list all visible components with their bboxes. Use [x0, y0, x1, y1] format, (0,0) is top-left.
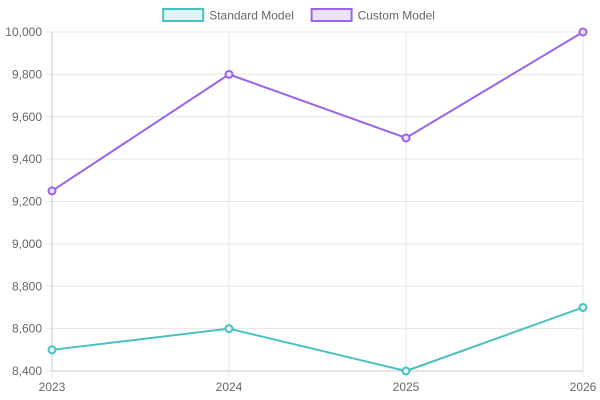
data-point[interactable] — [47, 345, 57, 355]
y-tick-label: 9,200 — [12, 195, 42, 209]
series-line-0 — [51, 306, 584, 372]
data-point[interactable] — [224, 69, 234, 79]
y-tick-label: 8,400 — [12, 364, 42, 378]
data-point[interactable] — [224, 324, 234, 334]
chart-grid — [46, 31, 584, 377]
y-tick-label: 8,600 — [12, 322, 42, 336]
y-tick-label: 9,400 — [12, 152, 42, 166]
x-tick-label: 2025 — [393, 380, 420, 394]
chart-series — [47, 27, 588, 376]
y-tick-label: 9,800 — [12, 67, 42, 81]
legend-swatch — [162, 8, 205, 22]
y-tick-label: 8,800 — [12, 279, 42, 293]
x-tick-label: 2023 — [39, 380, 66, 394]
series-line-1 — [51, 31, 584, 192]
legend-label: Custom Model — [358, 9, 435, 23]
chart-axes: 8,400 8,600 8,800 9,000 9,200 9,400 9,600 9,800… — [5, 25, 596, 394]
data-point[interactable] — [401, 366, 411, 376]
x-tick-label: 2026 — [570, 380, 597, 394]
data-point[interactable] — [578, 27, 588, 37]
legend-item-0[interactable]: Standard Model — [162, 8, 294, 23]
y-tick-label: 9,600 — [12, 110, 42, 124]
data-point[interactable] — [47, 186, 57, 196]
legend-item-1[interactable]: Custom Model — [310, 8, 435, 23]
chart-legend[interactable]: Standard Model Custom Model — [162, 8, 435, 23]
legend-label: Standard Model — [209, 9, 294, 23]
y-tick-label: 9,000 — [12, 237, 42, 251]
data-point[interactable] — [578, 302, 588, 312]
data-point[interactable] — [401, 133, 411, 143]
x-tick-label: 2024 — [216, 380, 243, 394]
y-tick-label: 10,000 — [5, 25, 42, 39]
legend-swatch — [310, 8, 353, 22]
